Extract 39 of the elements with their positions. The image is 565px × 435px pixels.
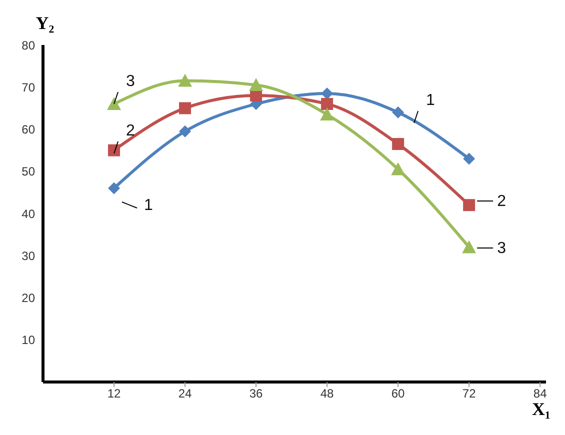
point bbox=[462, 240, 476, 254]
point bbox=[321, 87, 334, 100]
x-tick-label: 72 bbox=[462, 386, 476, 401]
y-tick-label: 40 bbox=[22, 206, 36, 221]
x-axis-title: X₁ bbox=[532, 399, 550, 419]
x-tick-label: 36 bbox=[249, 386, 264, 401]
annotation: 3 bbox=[126, 73, 136, 90]
point bbox=[178, 74, 192, 87]
point bbox=[463, 199, 476, 212]
x-tick-label: 60 bbox=[391, 386, 406, 401]
x-tick-label: 24 bbox=[178, 386, 192, 401]
point bbox=[179, 102, 192, 114]
x-tick-label: 48 bbox=[320, 386, 334, 401]
y-tick-label: 30 bbox=[22, 248, 36, 263]
y-tick-label: 60 bbox=[22, 122, 36, 137]
point bbox=[249, 78, 264, 92]
point bbox=[108, 182, 120, 194]
annotation: 3 bbox=[497, 240, 506, 257]
x-tick-label: 12 bbox=[107, 386, 122, 401]
annotation: 1 bbox=[426, 92, 436, 109]
y-tick-label: 10 bbox=[22, 333, 36, 348]
point bbox=[320, 108, 334, 121]
annotation: 1 bbox=[144, 197, 154, 214]
y-tick-label: 50 bbox=[22, 164, 36, 179]
point bbox=[107, 96, 122, 110]
y-tick-label: 20 bbox=[22, 291, 36, 306]
point bbox=[463, 152, 476, 165]
x-tick-label: 84 bbox=[533, 386, 548, 401]
point bbox=[321, 98, 334, 110]
point bbox=[179, 125, 192, 138]
point bbox=[392, 138, 404, 150]
point bbox=[391, 162, 406, 176]
y-tick-label: 70 bbox=[22, 80, 36, 94]
y-axis-title: Y₂ bbox=[36, 13, 54, 33]
point bbox=[392, 106, 404, 118]
y-tick-label: 80 bbox=[22, 38, 36, 52]
point bbox=[108, 144, 120, 156]
annotation: 2 bbox=[497, 193, 506, 210]
annotation: 2 bbox=[126, 122, 136, 140]
